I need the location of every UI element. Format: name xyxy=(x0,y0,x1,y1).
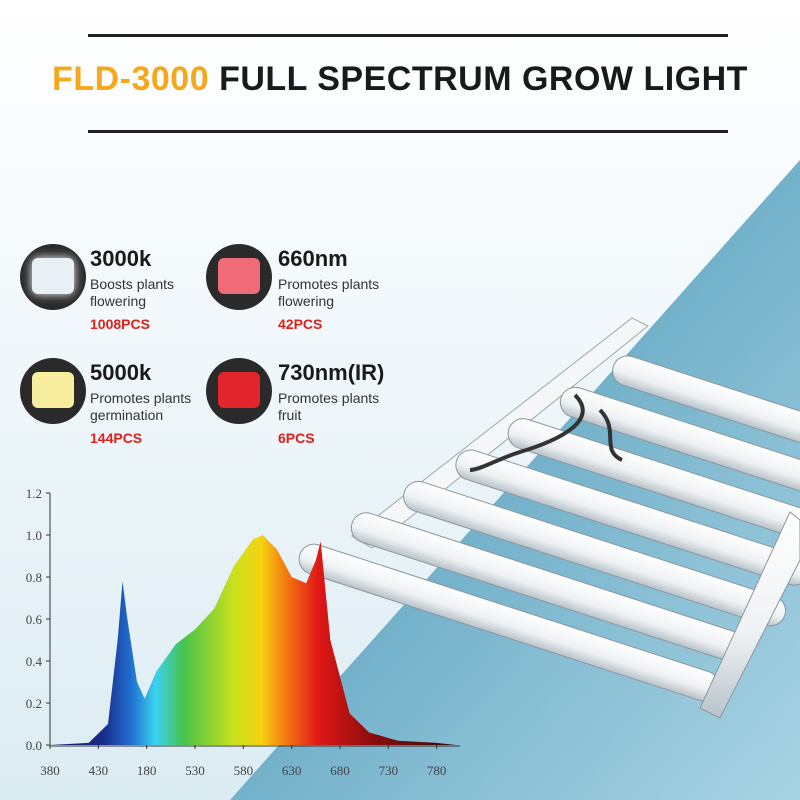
rule xyxy=(88,130,728,133)
spectrum-area xyxy=(50,535,456,745)
feature: 3000k Boosts plants flowering 1008PCS xyxy=(90,246,290,332)
led-icon xyxy=(20,244,86,310)
x-tick-label: 530 xyxy=(185,763,205,778)
y-tick-label: 1.0 xyxy=(26,528,42,543)
led-icon xyxy=(206,358,272,424)
x-tick-label: 430 xyxy=(89,763,109,778)
y-tick-label: 1.2 xyxy=(26,486,42,501)
x-tick-label: 380 xyxy=(40,763,60,778)
x-tick-label: 630 xyxy=(282,763,302,778)
rule xyxy=(88,34,728,37)
feature-desc: Promotes plants flowering xyxy=(278,276,380,309)
y-tick-label: 0.6 xyxy=(26,612,43,627)
feature-desc: Promotes plants fruit xyxy=(278,390,380,423)
feature-count: 6PCS xyxy=(278,430,315,446)
title: FLD-3000 FULL SPECTRUM GROW LIGHT xyxy=(0,60,800,99)
feature-count: 1008PCS xyxy=(90,316,150,332)
feature-name: 5000k xyxy=(90,360,152,385)
led-icon xyxy=(206,244,272,310)
feature-count: 144PCS xyxy=(90,430,143,446)
title-text: FULL SPECTRUM GROW LIGHT xyxy=(219,60,748,98)
feature-count: 42PCS xyxy=(278,316,323,332)
y-tick-label: 0.8 xyxy=(26,570,42,585)
feature-name: 3000k xyxy=(90,246,152,271)
x-tick-label: 780 xyxy=(427,763,447,778)
feature: 660nm Promotes plants flowering 42PCS xyxy=(278,246,478,332)
y-tick-label: 0.0 xyxy=(26,738,42,753)
feature: 730nm(IR) Promotes plants fruit 6PCS xyxy=(278,360,478,446)
feature-desc: Promotes plants germination xyxy=(90,390,192,423)
x-tick-label: 680 xyxy=(330,763,350,778)
feature: 5000k Promotes plants germination 144PCS xyxy=(90,360,290,446)
y-tick-label: 0.4 xyxy=(26,654,43,669)
led-icon xyxy=(20,358,86,424)
grow-light xyxy=(298,317,800,719)
x-tick-label: 180 xyxy=(137,763,157,778)
x-tick-label: 730 xyxy=(379,763,399,778)
brand: FLD-3000 xyxy=(52,60,210,98)
feature-name: 730nm(IR) xyxy=(278,360,385,385)
y-tick-label: 0.2 xyxy=(26,696,42,711)
feature-name: 660nm xyxy=(278,246,348,271)
x-tick-label: 580 xyxy=(234,763,254,778)
feature-desc: Boosts plants flowering xyxy=(90,276,175,309)
spectrum-chart: 0.0 0.2 0.4 0.6 0.8 1.0 1.2 380 430 180 530 580 630 6… xyxy=(26,486,460,778)
